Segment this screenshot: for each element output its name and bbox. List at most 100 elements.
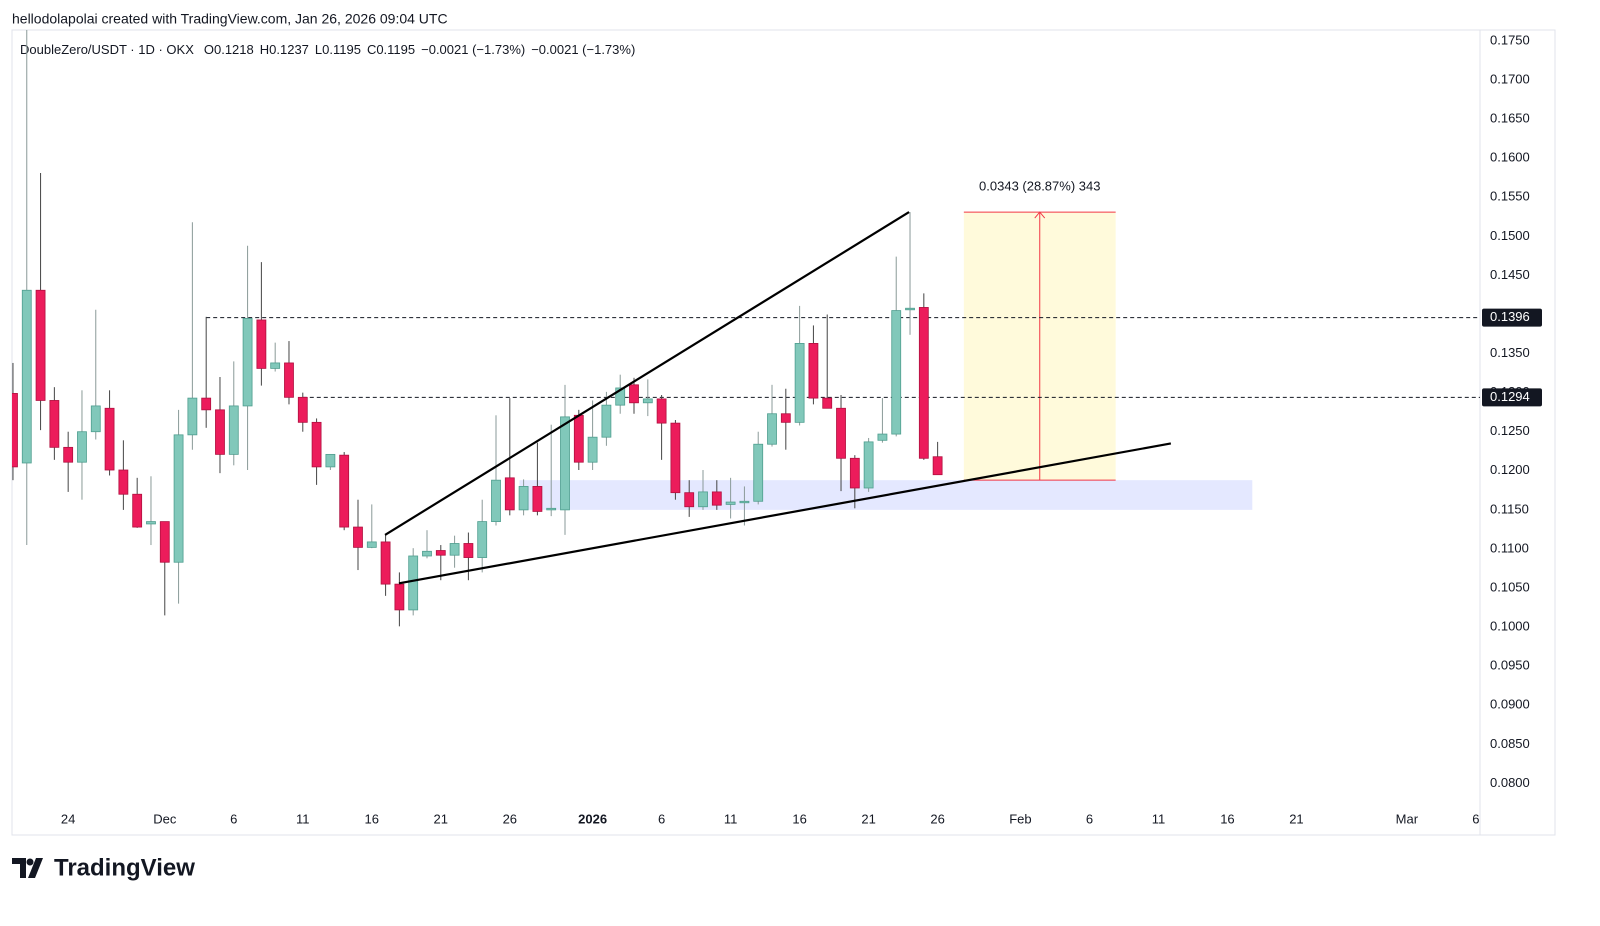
price-label-bg (1482, 308, 1542, 327)
candle-body (435, 550, 446, 556)
candle-body (725, 501, 736, 505)
y-tick-label: 0.1550 (1490, 189, 1530, 204)
candle-body (12, 393, 18, 468)
price-label: 0.1396 (1490, 309, 1530, 324)
x-tick-label: 16 (792, 811, 806, 826)
candle-body (187, 397, 198, 436)
legend-value: C0.1195 (367, 42, 415, 57)
candle-body (380, 541, 391, 585)
candle-body (573, 414, 584, 463)
y-tick-label: 0.1250 (1490, 423, 1530, 438)
price-label: 0.1294 (1490, 389, 1530, 404)
candle-body (408, 555, 419, 611)
y-tick-label: 0.1700 (1490, 71, 1530, 86)
candle-body (21, 289, 32, 464)
candle-body (49, 400, 60, 448)
x-tick-label: 6 (1086, 811, 1093, 826)
x-tick-label: Dec (153, 811, 177, 826)
candle-body (546, 507, 557, 511)
measure-arrowhead (1034, 211, 1046, 219)
trendline (384, 211, 910, 536)
y-tick-label: 0.1050 (1490, 579, 1530, 594)
candle-body (905, 307, 915, 311)
x-tick-label: 6 (230, 811, 237, 826)
measure-label: 0.0343 (28.87%) 343 (979, 179, 1100, 194)
candle-body (877, 433, 888, 441)
candle-body (284, 362, 294, 398)
candle-body (780, 413, 791, 423)
symbol: DoubleZero/USDT · 1D · OKX (20, 42, 194, 57)
candle-body (670, 422, 681, 494)
candle-body (794, 343, 805, 423)
candle-body (822, 397, 833, 409)
candle-body (601, 404, 612, 438)
candle-body (353, 526, 363, 548)
candle-body (753, 443, 764, 502)
brand-logo: TradingView (12, 854, 195, 881)
candle-body (477, 521, 488, 558)
candle-body (849, 457, 860, 489)
y-tick-label: 0.0800 (1490, 775, 1530, 790)
y-tick-label: 0.1000 (1490, 619, 1530, 634)
plot (12, 30, 1480, 627)
x-tick-label: 16 (1220, 811, 1234, 826)
legend-value: −0.0021 (−1.73%) (531, 42, 635, 57)
x-tick-label: 11 (1152, 811, 1166, 826)
candle-body (77, 431, 87, 463)
candle-body (518, 486, 529, 511)
candle-body (560, 416, 570, 511)
candle-body (270, 362, 281, 369)
trendline (398, 442, 1172, 585)
y-tick-label: 0.0900 (1490, 697, 1530, 712)
candle-body (63, 446, 74, 463)
y-tick-label: 0.0950 (1490, 658, 1530, 673)
candle-body (504, 477, 515, 511)
candle-body (629, 384, 639, 404)
x-tick-label: 26 (930, 811, 944, 826)
candle-body (118, 469, 129, 495)
candle-body (491, 479, 501, 522)
candle-body (711, 491, 722, 506)
legend-value: L0.1195 (315, 42, 361, 57)
axes: 0.1750 0.1700 0.1650 0.1600 0.1550 0.1500 0.14… (61, 32, 1542, 826)
chart-frame (11, 29, 1556, 836)
candle-body (449, 543, 460, 556)
x-tick-label: 16 (365, 811, 379, 826)
price-label-bg (1482, 388, 1542, 407)
x-tick-label: Mar (1396, 811, 1419, 826)
candle-body (35, 289, 46, 401)
candle-body (297, 396, 308, 423)
legend-value: H0.1237 (260, 42, 309, 57)
candle-body (339, 454, 350, 528)
candle-body (366, 541, 377, 548)
candle-body (159, 521, 170, 563)
candle-body (146, 521, 156, 525)
candle-body (615, 387, 626, 406)
candle-body (173, 434, 184, 563)
candle-body (932, 456, 943, 476)
x-tick-label: 24 (61, 811, 75, 826)
candle-body (532, 486, 543, 512)
candle-body (215, 409, 225, 455)
candle-body (104, 407, 115, 471)
candle-body (587, 436, 598, 463)
x-tick-label: 26 (503, 811, 517, 826)
y-tick-label: 0.1650 (1490, 111, 1530, 126)
brand: TradingView (54, 854, 195, 881)
candle-body (836, 407, 846, 459)
y-tick-label: 0.1600 (1490, 150, 1530, 165)
x-tick-label: 21 (861, 811, 875, 826)
candle-body (394, 583, 405, 611)
candle-body (767, 413, 777, 445)
x-tick-label: 6 (1472, 811, 1479, 826)
candle-body (863, 441, 874, 489)
candle-body (463, 543, 474, 558)
candle-body (739, 500, 750, 504)
x-tick-label: 11 (724, 811, 738, 826)
candle-body (698, 491, 708, 508)
candle-body (684, 492, 695, 508)
x-tick-label: 11 (296, 811, 310, 826)
x-tick-label: 21 (1289, 811, 1303, 826)
